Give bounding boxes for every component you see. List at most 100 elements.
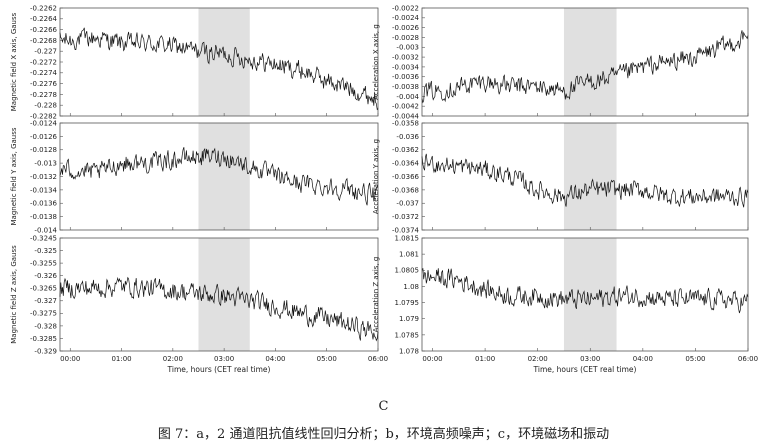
- y-tick-label: -0.0374: [392, 226, 420, 234]
- y-tick-label: 1.081: [399, 251, 419, 259]
- y-tick-label: -0.3285: [30, 335, 57, 343]
- y-tick-label: -0.3255: [30, 260, 57, 268]
- x-axis-label: Time, hours (CET real time): [167, 365, 271, 374]
- x-tick-label: 00:00: [60, 355, 80, 363]
- y-tick-label: -0.327: [34, 297, 57, 305]
- series-line: [59, 147, 379, 206]
- series-line: [59, 27, 379, 111]
- x-tick-label: 02:00: [528, 355, 548, 363]
- y-tick-label: -0.3275: [30, 310, 57, 318]
- x-tick-label: 03:00: [580, 355, 600, 363]
- x-tick-label: 05:00: [685, 355, 705, 363]
- y-tick-label: -0.0364: [392, 160, 420, 168]
- y-tick-label: -0.2282: [30, 112, 57, 120]
- chart-acceleration-x: -0.0022-0.0024-0.0026-0.0028-0.003-0.003…: [372, 4, 749, 120]
- y-axis-label: Acceleration Z axis, g: [372, 257, 380, 333]
- y-tick-label: -0.2264: [30, 15, 58, 23]
- y-axis-label: Magnetic field Y axis, Gauss: [10, 127, 18, 225]
- y-tick-label: 1.08: [403, 283, 419, 291]
- chart-acceleration-z: 1.0815 1.081 1.0805 1.08 1.0795 1.079 1.0785 1.…: [372, 234, 758, 374]
- y-tick-label: -0.0044: [392, 112, 420, 120]
- y-tick-label: -0.2276: [30, 80, 58, 88]
- panel-letter: C: [378, 399, 389, 414]
- y-tick-label: -0.0124: [30, 119, 58, 127]
- y-tick-label: -0.0362: [392, 146, 419, 154]
- y-tick-label: -0.004: [396, 93, 419, 101]
- y-tick-label: -0.0028: [392, 34, 419, 42]
- chart-magnetic-x: -0.2262 -0.2264 -0.2266 -0.2268 -0.227 -0.227…: [10, 4, 379, 120]
- y-tick-label: -0.037: [396, 200, 419, 208]
- y-tick-label: -0.0022: [392, 4, 419, 12]
- y-tick-label: -0.0372: [392, 213, 419, 221]
- y-tick-label: -0.326: [34, 272, 57, 280]
- x-tick-label: 06:00: [738, 355, 758, 363]
- series-line: [421, 267, 749, 314]
- y-tick-label: 1.079: [399, 315, 419, 323]
- y-tick-label: -0.325: [34, 247, 57, 255]
- y-tick-label: -0.0132: [30, 173, 57, 181]
- y-tick-label: -0.003: [396, 44, 419, 52]
- y-tick-label: -0.0034: [392, 63, 420, 71]
- y-tick-label: -0.2268: [30, 37, 57, 45]
- y-tick-label: 1.0785: [395, 331, 420, 339]
- x-tick-label: 01:00: [475, 355, 495, 363]
- y-tick-label: -0.036: [396, 133, 419, 141]
- y-tick-label: -0.0032: [392, 53, 419, 61]
- y-tick-label: 1.078: [399, 347, 419, 355]
- y-tick-label: -0.0024: [392, 14, 420, 22]
- y-tick-label: -0.0128: [30, 146, 57, 154]
- plot-frame: [421, 237, 749, 352]
- y-tick-label: -0.2278: [30, 91, 57, 99]
- x-tick-label: 00:00: [422, 355, 442, 363]
- y-tick-label: -0.0042: [392, 103, 419, 111]
- y-axis-label: Magnetic field X axis, Gauss: [10, 12, 18, 111]
- y-tick-label: -0.0358: [392, 119, 419, 127]
- y-tick-label: -0.0134: [30, 186, 58, 194]
- chart-magnetic-y: -0.0124 -0.0126 -0.0128 -0.013 -0.0132 -0.013…: [10, 119, 379, 234]
- figure-caption: 图 7：a，2 通道阻抗值线性回归分析；b，环境高频噪声；c，环境磁场和振动: [157, 427, 610, 442]
- y-tick-label: -0.227: [34, 48, 57, 56]
- y-tick-label: -0.0026: [392, 24, 420, 32]
- y-tick-label: 1.0795: [395, 299, 420, 307]
- y-tick-label: -0.3245: [30, 234, 57, 242]
- y-tick-label: -0.0368: [392, 186, 419, 194]
- shaded-region: [563, 238, 617, 351]
- y-tick-label: -0.0126: [30, 133, 58, 141]
- x-tick-label: 03:00: [214, 355, 234, 363]
- y-tick-label: -0.328: [34, 322, 57, 330]
- y-tick-label: -0.2262: [30, 4, 57, 12]
- x-tick-label: 04:00: [633, 355, 653, 363]
- y-tick-label: 1.0805: [395, 267, 420, 275]
- series-line: [59, 276, 379, 342]
- y-tick-label: -0.2266: [30, 26, 58, 34]
- series-line: [421, 153, 749, 208]
- shaded-region: [198, 123, 250, 230]
- figure-canvas: -0.2262 -0.2264 -0.2266 -0.2268 -0.227 -0.227…: [10, 4, 758, 374]
- y-tick-label: -0.228: [34, 102, 57, 110]
- series-line: [421, 30, 749, 104]
- y-axis-label: Acceleration Y axis, g: [372, 139, 380, 214]
- y-axis-label: Magnetic field Z axis, Gauss: [10, 245, 18, 344]
- y-axis-label: Acceleration X axis, g: [372, 24, 380, 100]
- y-tick-label: -0.0138: [30, 213, 57, 221]
- x-tick-label: 01:00: [111, 355, 131, 363]
- shaded-region: [563, 123, 617, 230]
- y-tick-label: -0.2274: [30, 69, 58, 77]
- x-tick-label: 06:00: [368, 355, 388, 363]
- chart-acceleration-y: -0.0358 -0.036 -0.0362 -0.0364 -0.0366 -0.036…: [372, 119, 749, 234]
- y-tick-label: -0.2272: [30, 58, 57, 66]
- y-tick-label: -0.013: [34, 160, 57, 168]
- shaded-region: [563, 8, 617, 116]
- y-tick-label: -0.014: [34, 226, 57, 234]
- x-tick-label: 02:00: [163, 355, 183, 363]
- chart-magnetic-z: -0.3245 -0.325 -0.3255 -0.326 -0.3265 -0.327 -…: [10, 234, 388, 374]
- y-tick-label: -0.0366: [392, 173, 420, 181]
- x-axis-label: Time, hours (CET real time): [533, 365, 637, 374]
- y-tick-label: -0.0038: [392, 83, 419, 91]
- y-tick-label: -0.329: [34, 347, 57, 355]
- x-tick-label: 05:00: [317, 355, 337, 363]
- y-tick-label: -0.0136: [30, 200, 58, 208]
- y-tick-label: -0.0036: [392, 73, 420, 81]
- y-tick-label: -0.3265: [30, 285, 57, 293]
- y-tick-label: 1.0815: [395, 234, 420, 242]
